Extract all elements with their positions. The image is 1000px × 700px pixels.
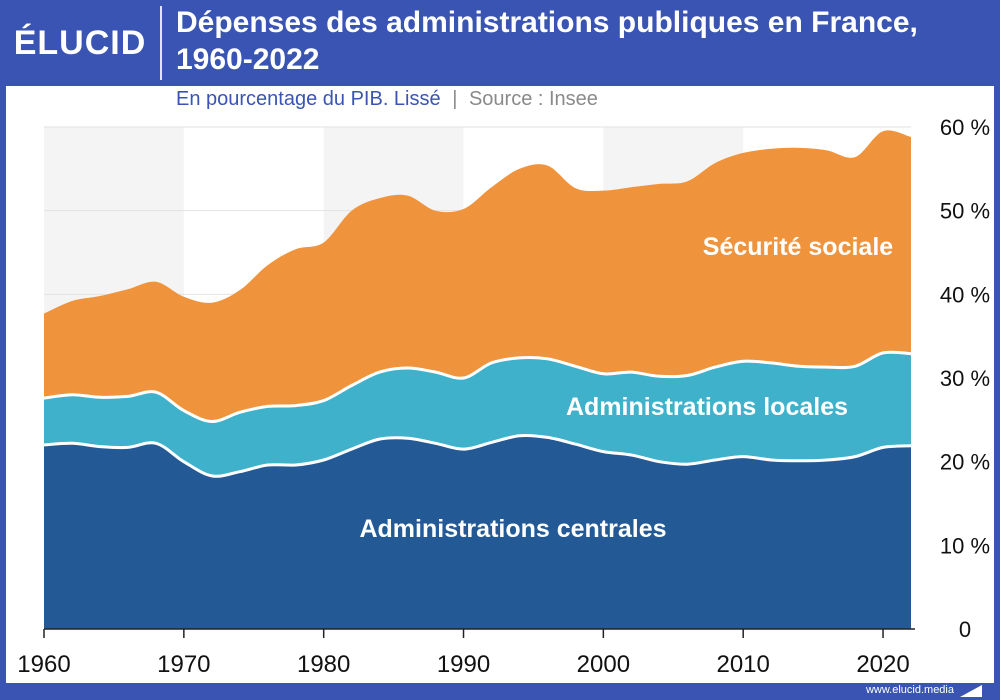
chart-title: Dépenses des administrations publiques e… xyxy=(176,6,918,76)
y-tick-label: 20 % xyxy=(940,450,990,475)
x-tick-label: 1990 xyxy=(437,651,490,678)
y-tick-label: 40 % xyxy=(940,282,990,307)
y-tick-label: 10 % xyxy=(940,533,990,558)
x-tick-label: 2010 xyxy=(716,651,769,678)
label-administrations-locales: Administrations locales xyxy=(566,393,848,421)
header-divider xyxy=(160,6,162,80)
subtitle-separator: | xyxy=(452,88,458,110)
elucid-logo[interactable]: ÉLUCID xyxy=(13,23,147,62)
y-tick-label: 50 % xyxy=(940,199,990,224)
x-tick-label: 1960 xyxy=(17,651,70,678)
footer-logo-icon xyxy=(960,685,982,697)
source-text: Source : Insee xyxy=(468,88,598,110)
x-tick-label: 2000 xyxy=(577,651,630,678)
series-boundary-line xyxy=(43,433,912,478)
chart-subtitle: En pourcentage du PIB. Lissé | Source : … xyxy=(176,88,598,111)
y-tick-label: 30 % xyxy=(940,366,990,391)
x-tick-label: 1970 xyxy=(157,651,210,678)
y-tick-label: 0 xyxy=(959,617,971,642)
y-tick-label: 60 % xyxy=(940,115,990,140)
x-tick-label: 1980 xyxy=(297,651,350,678)
label-administrations-centrales: Administrations centrales xyxy=(359,515,666,543)
header: ÉLUCID Dépenses des administrations publ… xyxy=(0,0,1000,86)
subtitle-text: En pourcentage du PIB. Lissé xyxy=(176,88,441,110)
x-tick-label: 2020 xyxy=(856,651,909,678)
area-administrations-centrales xyxy=(44,435,911,629)
series-boundary-line xyxy=(43,350,912,424)
label-securite-sociale: Sécurité sociale xyxy=(703,233,893,261)
footer-url[interactable]: www.elucid.media xyxy=(865,684,954,696)
